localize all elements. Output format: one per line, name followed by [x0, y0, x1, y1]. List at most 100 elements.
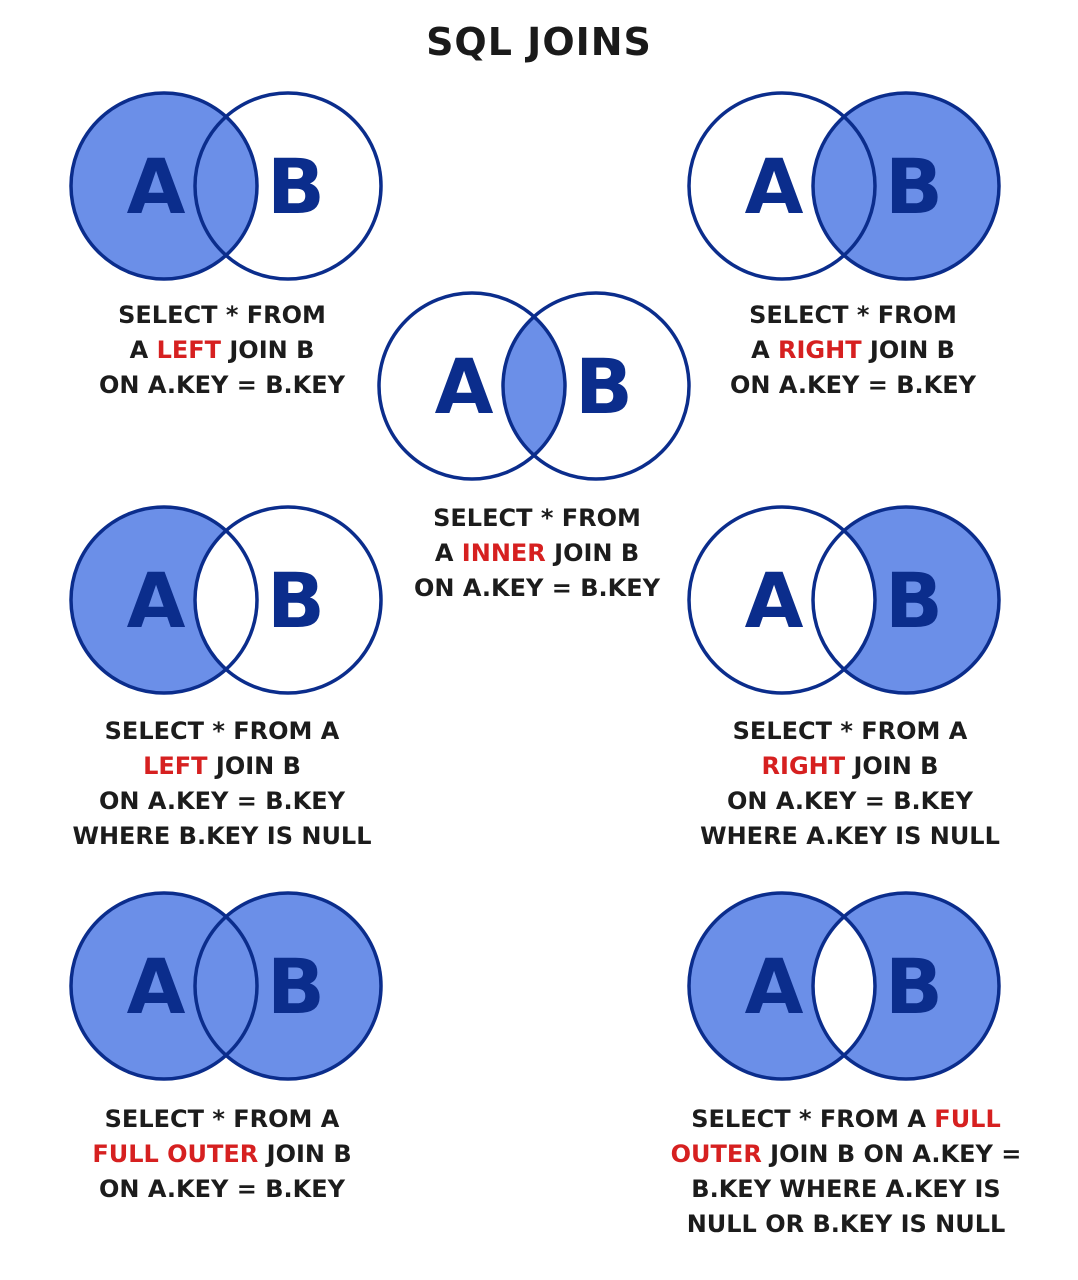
- circle-b-label: B: [885, 142, 943, 231]
- caption-line: B.KEY WHERE A.KEY IS: [646, 1172, 1046, 1207]
- region-a-only: [71, 92, 226, 279]
- circle-b-label: B: [885, 556, 943, 645]
- region-a-only: [689, 893, 844, 1079]
- caption-line: WHERE B.KEY IS NULL: [22, 819, 422, 854]
- caption-text: SELECT * FROM A: [691, 1105, 935, 1133]
- region-b-only: [226, 893, 381, 1079]
- region-b-only: [226, 507, 381, 693]
- circle-a-label: A: [127, 142, 186, 231]
- caption-text: WHERE B.KEY IS NULL: [72, 822, 372, 850]
- region-intersection: [195, 916, 257, 1056]
- caption-text: NULL OR B.KEY IS NULL: [686, 1210, 1006, 1238]
- caption-text: SELECT * FROM A: [104, 717, 340, 745]
- caption-line: WHERE A.KEY IS NULL: [650, 819, 1050, 854]
- circle-a-label: A: [127, 556, 186, 645]
- caption-line: ON A.KEY = B.KEY: [22, 368, 422, 403]
- caption-text: JOIN B: [207, 752, 301, 780]
- caption-line: ON A.KEY = B.KEY: [22, 1172, 422, 1207]
- caption-text: SELECT * FROM A: [104, 1105, 340, 1133]
- join-keyword: LEFT: [143, 752, 208, 780]
- caption-text: SELECT * FROM: [118, 301, 326, 329]
- region-b-only: [844, 92, 999, 279]
- caption-line: SELECT * FROM: [22, 298, 422, 333]
- caption-text: JOIN B ON A.KEY =: [761, 1140, 1022, 1168]
- caption-text: ON A.KEY = B.KEY: [99, 1175, 345, 1203]
- caption-text: A: [751, 336, 778, 364]
- caption-text: WHERE A.KEY IS NULL: [700, 822, 1000, 850]
- caption-text: JOIN B: [861, 336, 955, 364]
- region-b-only: [534, 293, 689, 479]
- region-a-only: [71, 893, 226, 1079]
- sql-caption: SELECT * FROM A INNER JOIN B ON A.KEY = B.…: [337, 501, 737, 606]
- page-title: SQL JOINS: [426, 20, 652, 64]
- circle-a-outline: [377, 291, 567, 481]
- circle-a-label: A: [745, 942, 804, 1031]
- circle-a-label: A: [435, 342, 494, 431]
- circle-a-outline: [69, 91, 259, 281]
- region-a-only: [71, 507, 226, 693]
- join-keyword: FULL OUTER: [92, 1140, 259, 1168]
- sql-caption: SELECT * FROM A FULL OUTER JOIN B ON A.KEY…: [22, 1102, 422, 1207]
- circle-a-outline: [687, 91, 877, 281]
- caption-text: SELECT * FROM: [749, 301, 957, 329]
- circle-b-outline: [193, 891, 383, 1081]
- join-keyword: OUTER: [670, 1140, 762, 1168]
- caption-text: ON A.KEY = B.KEY: [730, 371, 976, 399]
- caption-line: A INNER JOIN B: [337, 536, 737, 571]
- region-a-only: [379, 293, 534, 479]
- caption-text: ON A.KEY = B.KEY: [99, 371, 345, 399]
- circle-a-label: A: [127, 942, 186, 1031]
- circle-b-outline: [811, 505, 1001, 695]
- caption-text: JOIN B: [845, 752, 939, 780]
- sql-caption: SELECT * FROM A LEFT JOIN B ON A.KEY = B.K…: [22, 714, 422, 854]
- caption-line: SELECT * FROM A: [650, 714, 1050, 749]
- caption-text: JOIN B: [221, 336, 315, 364]
- caption-line: OUTER JOIN B ON A.KEY =: [646, 1137, 1046, 1172]
- caption-line: RIGHT JOIN B: [650, 749, 1050, 784]
- caption-text: A: [129, 336, 157, 364]
- circle-b-label: B: [267, 942, 325, 1031]
- sql-caption: SELECT * FROM A LEFT JOIN B ON A.KEY = B.K…: [22, 298, 422, 403]
- caption-line: ON A.KEY = B.KEY: [337, 571, 737, 606]
- sql-caption: SELECT * FROM A FULL OUTER JOIN B ON A.KE…: [646, 1102, 1046, 1242]
- caption-text: SELECT * FROM A: [732, 717, 968, 745]
- caption-line: LEFT JOIN B: [22, 749, 422, 784]
- region-intersection: [813, 530, 875, 670]
- caption-line: SELECT * FROM: [653, 298, 1053, 333]
- circle-b-outline: [811, 891, 1001, 1081]
- join-keyword: FULL: [934, 1105, 1001, 1133]
- circle-a-outline: [687, 505, 877, 695]
- caption-line: ON A.KEY = B.KEY: [22, 784, 422, 819]
- caption-text: A: [434, 539, 462, 567]
- region-intersection: [195, 116, 257, 256]
- caption-text: ON A.KEY = B.KEY: [727, 787, 973, 815]
- circle-a-outline: [69, 505, 259, 695]
- circle-b-outline: [193, 91, 383, 281]
- caption-text: JOIN B: [545, 539, 640, 567]
- join-keyword: INNER: [461, 539, 546, 567]
- caption-text: ON A.KEY = B.KEY: [99, 787, 345, 815]
- join-keyword: RIGHT: [761, 752, 846, 780]
- sql-caption: SELECT * FROM A RIGHT JOIN B ON A.KEY = B.…: [650, 714, 1050, 854]
- region-intersection: [195, 530, 257, 670]
- caption-line: ON A.KEY = B.KEY: [650, 784, 1050, 819]
- circle-a-label: A: [745, 556, 804, 645]
- circle-a-label: A: [745, 142, 804, 231]
- circle-b-label: B: [267, 556, 325, 645]
- circle-b-label: B: [885, 942, 943, 1031]
- region-a-only: [689, 92, 844, 279]
- caption-line: ON A.KEY = B.KEY: [653, 368, 1053, 403]
- region-b-only: [844, 507, 999, 693]
- caption-line: FULL OUTER JOIN B: [22, 1137, 422, 1172]
- region-intersection: [813, 916, 875, 1056]
- circle-a-outline: [69, 891, 259, 1081]
- region-a-only: [689, 507, 844, 693]
- circle-b-outline: [193, 505, 383, 695]
